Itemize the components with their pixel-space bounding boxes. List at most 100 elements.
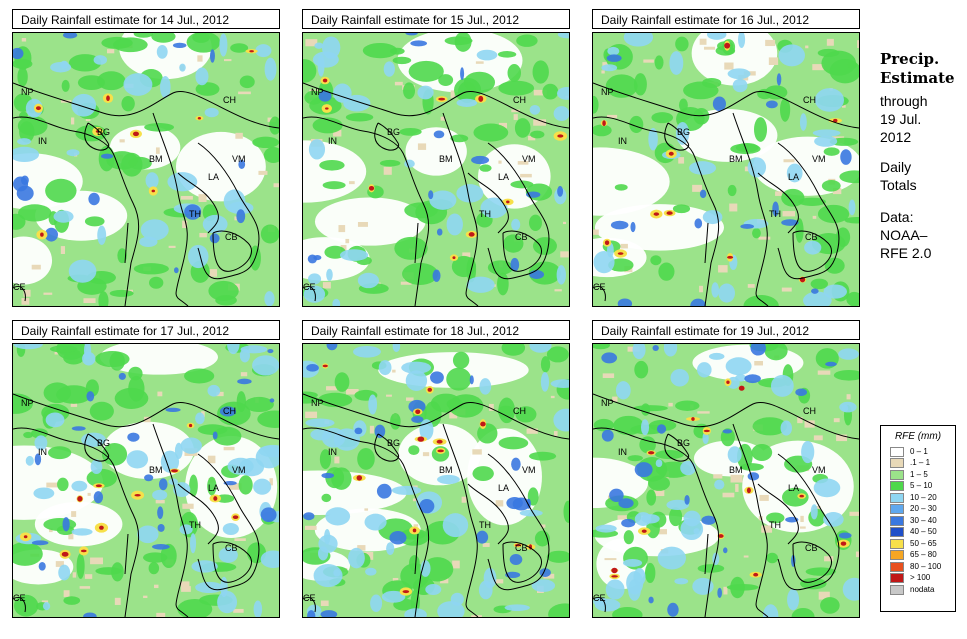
label-np: NP xyxy=(311,398,324,408)
label-bg: BG xyxy=(677,438,691,448)
legend-swatch xyxy=(890,561,904,572)
label-bm: BM xyxy=(439,154,453,164)
label-la: LA xyxy=(498,483,510,493)
label-bm: BM xyxy=(729,154,743,164)
label-vm: VM xyxy=(812,154,826,164)
label-ce: CE xyxy=(593,593,606,603)
label-ch: CH xyxy=(223,406,236,416)
label-ch: CH xyxy=(803,95,816,105)
label-in: IN xyxy=(38,136,47,146)
map-panel: Daily Rainfall estimate for 18 Jul., 201… xyxy=(302,320,570,618)
label-cb: CB xyxy=(805,543,818,553)
legend-swatch xyxy=(890,573,904,584)
caption-totals-line1: Daily xyxy=(880,159,912,175)
label-ch: CH xyxy=(513,95,526,105)
label-in: IN xyxy=(618,447,627,457)
rainfall-map: NP CH IN BG BM VM LA TH CB CE xyxy=(12,343,280,618)
label-ce: CE xyxy=(303,282,316,292)
legend-item: .1 – 1 xyxy=(881,458,955,470)
rainfall-map-svg xyxy=(13,33,279,306)
legend-label: 65 – 80 xyxy=(910,550,937,560)
label-ch: CH xyxy=(803,406,816,416)
legend-item: 65 – 80 xyxy=(881,550,955,562)
label-in: IN xyxy=(38,447,47,457)
caption-title-line2: Estimate xyxy=(880,69,955,87)
rainfall-map: NP CH IN BG BM VM LA TH CB CE xyxy=(592,343,860,618)
legend-item: 10 – 20 xyxy=(881,492,955,504)
label-bm: BM xyxy=(149,465,163,475)
legend-item: 80 – 100 xyxy=(881,561,955,573)
label-la: LA xyxy=(788,172,800,182)
caption-date-line1: 19 Jul. xyxy=(880,111,922,127)
legend-swatch xyxy=(890,538,904,549)
color-legend: RFE (mm) 0 – 1 .1 – 1 1 – 5 5 – 10 10 – … xyxy=(880,425,956,612)
legend-item: 50 – 65 xyxy=(881,538,955,550)
label-th: TH xyxy=(479,520,491,530)
legend-swatch xyxy=(890,584,904,595)
legend-label: 40 – 50 xyxy=(910,527,937,537)
label-ce: CE xyxy=(13,593,26,603)
legend-swatch xyxy=(890,481,904,492)
map-panel: Daily Rainfall estimate for 19 Jul., 201… xyxy=(592,320,860,618)
rainfall-map-svg xyxy=(13,344,279,617)
legend-swatch xyxy=(890,469,904,480)
label-ce: CE xyxy=(303,593,316,603)
side-caption: Precip. Estimate through 19 Jul. 2012 Da… xyxy=(880,50,967,262)
panel-title: Daily Rainfall estimate for 16 Jul., 201… xyxy=(592,9,860,29)
legend-label: 1 – 5 xyxy=(910,469,928,479)
rainfall-map: NP CH IN BG BM VM LA TH CB CE xyxy=(302,32,570,307)
legend-label: nodata xyxy=(910,584,935,594)
legend-item: 40 – 50 xyxy=(881,527,955,539)
legend-label: 50 – 65 xyxy=(910,538,937,548)
rainfall-map: NP CH IN BG BM VM LA TH CB CE xyxy=(592,32,860,307)
label-vm: VM xyxy=(522,465,536,475)
map-panel: Daily Rainfall estimate for 16 Jul., 201… xyxy=(592,9,860,307)
label-bm: BM xyxy=(149,154,163,164)
legend-label: 10 – 20 xyxy=(910,492,937,502)
panel-title: Daily Rainfall estimate for 18 Jul., 201… xyxy=(302,320,570,340)
legend-item: 1 – 5 xyxy=(881,469,955,481)
legend-item: 0 – 1 xyxy=(881,446,955,458)
legend-label: > 100 xyxy=(910,573,931,583)
panel-title: Daily Rainfall estimate for 15 Jul., 201… xyxy=(302,9,570,29)
legend-swatch xyxy=(890,515,904,526)
label-bg: BG xyxy=(387,127,401,137)
label-cb: CB xyxy=(515,232,528,242)
caption-date-line2: 2012 xyxy=(880,129,912,145)
caption-data-line1: Data: xyxy=(880,209,914,225)
legend-item: 30 – 40 xyxy=(881,515,955,527)
legend-swatch xyxy=(890,504,904,515)
legend-label: 80 – 100 xyxy=(910,561,942,571)
legend-item: 5 – 10 xyxy=(881,481,955,493)
legend-swatch xyxy=(890,458,904,469)
label-th: TH xyxy=(479,209,491,219)
label-in: IN xyxy=(618,136,627,146)
caption-data-line2: NOAA– xyxy=(880,227,928,243)
label-np: NP xyxy=(601,398,614,408)
label-th: TH xyxy=(189,520,201,530)
rainfall-map: NP CH IN BG BM VM LA TH CB CE xyxy=(12,32,280,307)
caption-title-line1: Precip. xyxy=(880,50,940,68)
label-cb: CB xyxy=(805,232,818,242)
label-bm: BM xyxy=(729,465,743,475)
caption-totals-line2: Totals xyxy=(880,177,917,193)
label-vm: VM xyxy=(232,465,246,475)
caption-data-line3: RFE 2.0 xyxy=(880,245,932,261)
label-np: NP xyxy=(601,87,614,97)
legend-label: 30 – 40 xyxy=(910,515,937,525)
map-panel: Daily Rainfall estimate for 15 Jul., 201… xyxy=(302,9,570,307)
label-vm: VM xyxy=(522,154,536,164)
label-np: NP xyxy=(21,398,34,408)
rainfall-map-svg xyxy=(303,344,569,617)
label-ce: CE xyxy=(593,282,606,292)
legend-label: 20 – 30 xyxy=(910,504,937,514)
label-bg: BG xyxy=(97,127,111,137)
legend-label: .1 – 1 xyxy=(910,458,931,468)
legend-swatch xyxy=(890,550,904,561)
panel-title: Daily Rainfall estimate for 17 Jul., 201… xyxy=(12,320,280,340)
caption-through: through xyxy=(880,93,928,109)
label-np: NP xyxy=(311,87,324,97)
map-panel: Daily Rainfall estimate for 14 Jul., 201… xyxy=(12,9,280,307)
label-bm: BM xyxy=(439,465,453,475)
label-la: LA xyxy=(498,172,510,182)
